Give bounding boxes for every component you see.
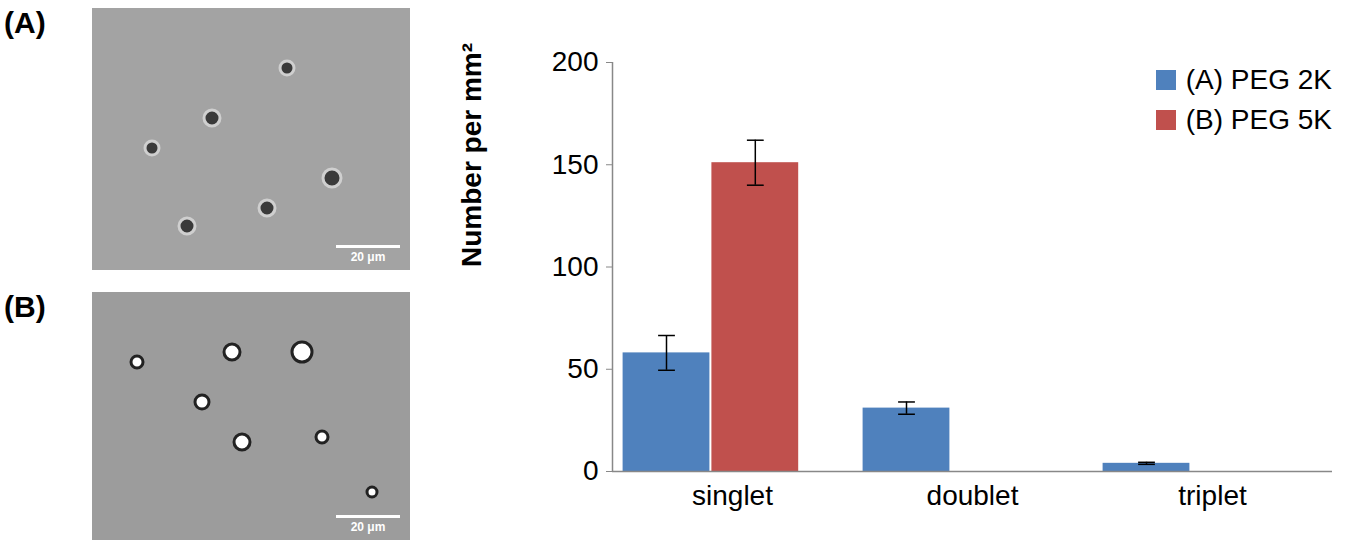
html-text:(B) PEG 5K: (B) PEG 5K [1185, 104, 1332, 135]
html-text:20 μm: 20 μm [350, 520, 386, 534]
html-text:(A): (A) [4, 6, 46, 39]
svg-text:100: 100 [552, 251, 599, 282]
svg-text:0: 0 [583, 455, 599, 486]
html-text:(B): (B) [4, 290, 46, 323]
svg-text:150: 150 [552, 149, 599, 180]
svg-text:Number per mm²: Number per mm² [456, 43, 487, 267]
svg-text:doublet: doublet [927, 480, 1019, 511]
html-text:20 μm: 20 μm [350, 250, 386, 264]
svg-text:200: 200 [552, 46, 599, 77]
svg-text:50: 50 [567, 353, 598, 384]
html-text:(A) PEG 2K: (A) PEG 2K [1185, 64, 1332, 95]
svg-text:singlet: singlet [692, 480, 773, 511]
svg-text:triplet: triplet [1178, 480, 1247, 511]
